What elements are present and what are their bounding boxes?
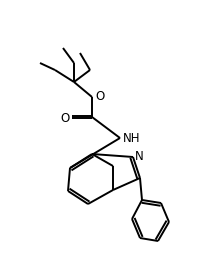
Text: O: O — [95, 91, 104, 104]
Text: N: N — [135, 150, 144, 163]
Text: NH: NH — [123, 131, 141, 144]
Text: O: O — [61, 111, 70, 124]
